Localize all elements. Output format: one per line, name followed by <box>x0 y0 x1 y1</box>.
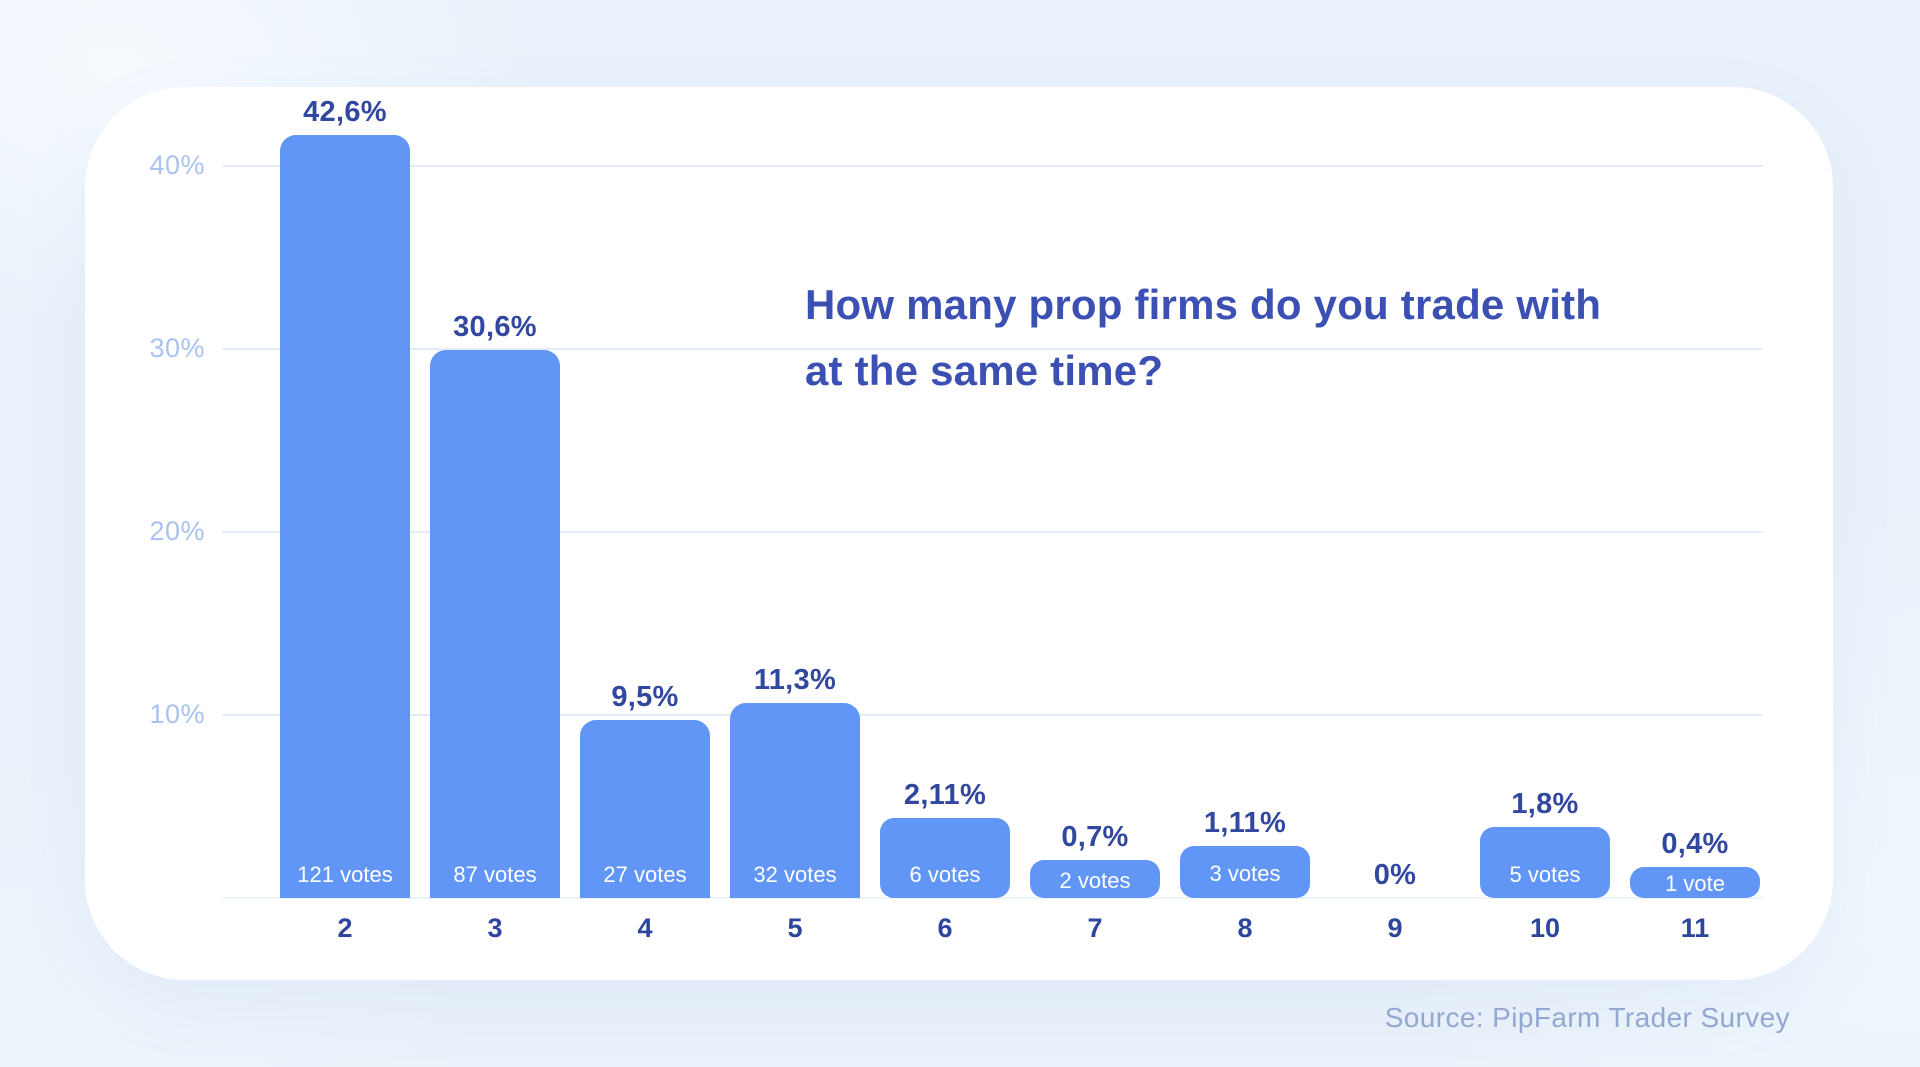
bar <box>730 703 860 898</box>
source-note: Source: PipFarm Trader Survey <box>1384 1002 1790 1033</box>
bar <box>1480 827 1610 898</box>
bar <box>1630 867 1760 898</box>
gridline-40 <box>222 165 1763 167</box>
x-axis-line <box>222 897 1763 899</box>
bar-votes-label: 87 votes <box>453 862 537 887</box>
bar-percent-label: 0,4% <box>1661 828 1729 860</box>
bar-votes-label: 27 votes <box>603 862 687 887</box>
x-axis-category-label: 9 <box>1387 913 1403 943</box>
y-axis-tick-label: 20% <box>149 516 205 546</box>
bar-percent-label: 11,3% <box>753 664 837 696</box>
bar <box>880 818 1010 898</box>
bar-percent-label: 9,5% <box>611 681 679 713</box>
gridline-20 <box>222 531 1763 533</box>
y-axis-tick-label: 40% <box>149 150 205 180</box>
bar-group-3: 30,6% 87 votes 3 <box>420 0 570 943</box>
bar <box>430 350 560 898</box>
bar-group-10: 1,8% 5 votes 10 <box>1470 0 1620 943</box>
bar <box>1180 846 1310 898</box>
chart-title: How many prop firms do you trade with at… <box>805 272 1725 404</box>
x-axis-category-label: 10 <box>1529 913 1561 943</box>
bar-votes-label: 6 votes <box>909 862 981 887</box>
x-axis-category-label: 2 <box>337 913 353 943</box>
bar-group-5: 11,3% 32 votes 5 <box>720 0 870 943</box>
bar-votes-label: 2 votes <box>1059 868 1131 893</box>
y-axis-tick-label: 30% <box>149 333 205 363</box>
bar-votes-label: 3 votes <box>1209 861 1281 886</box>
x-axis-category-label: 8 <box>1237 913 1253 943</box>
x-axis-category-label: 11 <box>1680 913 1710 943</box>
bar-group-7: 0,7% 2 votes 7 <box>1020 0 1170 943</box>
bar <box>280 135 410 898</box>
x-axis-category-label: 7 <box>1087 913 1103 943</box>
gridline-10 <box>222 714 1763 716</box>
bar-group-6: 2,11% 6 votes 6 <box>870 0 1020 943</box>
bar-percent-label: 1,11% <box>1203 807 1287 839</box>
bar-votes-label: 1 vote <box>1665 871 1725 896</box>
x-axis-category-label: 3 <box>487 913 503 943</box>
bar-group-8: 1,11% 3 votes 8 <box>1170 0 1320 943</box>
bar-group-4: 9,5% 27 votes 4 <box>570 0 720 943</box>
bar-group-2: 42,6% 121 votes 2 <box>270 0 420 943</box>
y-axis-tick-label: 10% <box>149 699 205 729</box>
bar-votes-label: 121 votes <box>297 862 393 887</box>
bar-votes-label: 5 votes <box>1509 862 1581 887</box>
gridline-30 <box>222 348 1763 350</box>
bar-percent-label: 0% <box>1373 859 1417 891</box>
bar-group-11: 0,4% 1 vote 11 <box>1620 0 1770 943</box>
x-axis-category-label: 5 <box>787 913 803 943</box>
x-axis-category-label: 6 <box>937 913 953 943</box>
bar-percent-label: 1,8% <box>1511 788 1579 820</box>
bar-percent-label: 2,11% <box>903 779 987 811</box>
bar <box>1030 860 1160 898</box>
bar-percent-label: 42,6% <box>303 96 387 128</box>
chart-title-line-2: at the same time? <box>805 347 1164 394</box>
bar-votes-label: 32 votes <box>753 862 837 887</box>
chart-title-line-1: How many prop firms do you trade with <box>805 281 1602 328</box>
x-axis-category-label: 4 <box>637 913 653 943</box>
bar-percent-label: 0,7% <box>1061 821 1129 853</box>
bar-group-9: 0% 9 <box>1320 0 1470 943</box>
bar <box>580 720 710 898</box>
bar-percent-label: 30,6% <box>453 311 537 343</box>
